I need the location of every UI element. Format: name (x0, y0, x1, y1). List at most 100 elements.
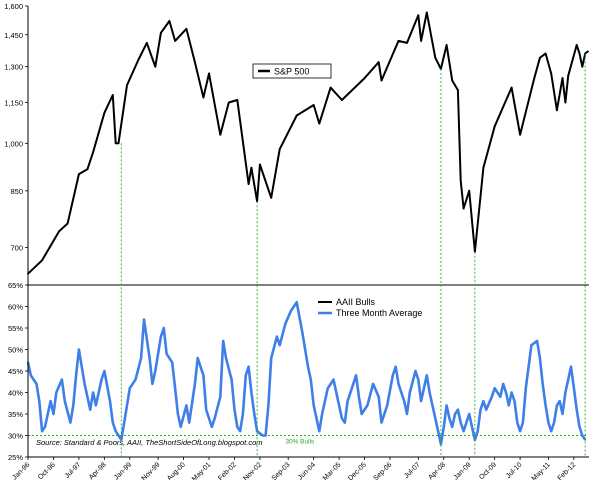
data-point-three-month (343, 421, 346, 424)
data-point-sp500 (126, 84, 128, 87)
data-point-three-month (261, 434, 264, 437)
data-point-sp500 (539, 56, 541, 59)
data-point-sp500 (219, 133, 222, 136)
legend-box (252, 63, 332, 79)
y-tick-label: 700 (10, 244, 23, 253)
legend-label-sp500: S&P 500 (274, 67, 309, 77)
data-point-three-month (403, 400, 406, 403)
data-point-three-month (479, 408, 482, 411)
data-point-sp500 (456, 89, 459, 91)
y-tick-label: 45% (8, 367, 23, 376)
series-line-three-month-average (26, 300, 587, 446)
data-point-sp500 (417, 14, 420, 17)
data-point-three-month (567, 378, 570, 381)
data-point-three-month (335, 391, 338, 394)
y-tick-label: 1,000 (4, 139, 23, 148)
data-point-three-month (380, 421, 383, 424)
data-point-three-month (128, 387, 131, 390)
data-point-sp500 (555, 109, 558, 112)
data-point-three-month (519, 430, 522, 433)
y-tick-label: 65% (8, 281, 23, 290)
data-point-sp500 (434, 56, 437, 59)
data-point-three-month (236, 425, 239, 428)
data-point-three-month (165, 352, 168, 355)
data-point-three-month (439, 443, 442, 446)
aaii-panel: 25% 30% 35% 40% 45% 50% 55% 60% 65% 30% Bulls (8, 281, 588, 462)
data-point-sp500 (363, 77, 366, 80)
y-tick-label: 60% (8, 303, 23, 312)
data-point-sp500 (154, 65, 157, 68)
data-point-sp500 (380, 79, 383, 82)
x-tick-label: Oct-96 (37, 461, 57, 480)
data-point-sp500 (58, 230, 61, 233)
data-point-sp500 (278, 148, 281, 151)
data-point-three-month (482, 400, 485, 403)
data-point-three-month (241, 413, 244, 415)
data-point-sp500 (567, 74, 570, 77)
data-point-three-month (550, 430, 553, 433)
x-tick-label: Apr-08 (427, 461, 447, 480)
data-point-three-month (92, 391, 95, 394)
x-tick-label: Jan-99 (113, 461, 133, 480)
data-point-three-month (114, 430, 117, 433)
data-point-sp500 (482, 166, 485, 169)
data-point-sp500 (92, 151, 94, 154)
data-point-three-month (536, 339, 539, 342)
data-point-three-month (524, 387, 527, 390)
data-point-three-month (321, 413, 324, 415)
data-point-three-month (408, 391, 411, 394)
data-point-three-month (445, 404, 448, 407)
x-tick-label: Nov-02 (242, 461, 263, 480)
x-tick-label: Jan-09 (453, 461, 473, 480)
y-tick-label: 1,300 (4, 63, 23, 72)
data-point-three-month (38, 400, 41, 403)
y-tick-label: 50% (8, 346, 23, 355)
data-point-three-month (162, 327, 165, 329)
data-point-three-month (123, 421, 126, 424)
data-point-three-month (561, 413, 564, 415)
data-point-sp500 (462, 207, 465, 210)
data-point-three-month (468, 413, 471, 415)
data-point-three-month (555, 404, 558, 407)
data-point-three-month (507, 404, 510, 407)
data-point-three-month (270, 357, 273, 360)
data-point-sp500 (193, 61, 196, 64)
data-point-three-month (434, 417, 437, 420)
data-point-three-month (148, 357, 151, 360)
data-point-sp500 (318, 122, 321, 125)
data-point-three-month (405, 413, 408, 415)
data-point-three-month (171, 361, 174, 364)
data-point-three-month (578, 425, 581, 428)
data-point-three-month (352, 382, 355, 385)
x-tick-label: Nov-99 (141, 461, 162, 480)
data-point-three-month (264, 434, 267, 437)
data-point-three-month (188, 421, 191, 424)
data-point-sp500 (250, 166, 253, 169)
data-point-three-month (346, 400, 349, 403)
data-point-three-month (397, 382, 400, 385)
data-point-sp500 (312, 104, 315, 106)
legend-label-three-month: Three Month Average (336, 308, 422, 318)
data-point-three-month (428, 391, 431, 394)
data-point-three-month (174, 387, 177, 390)
data-point-three-month (72, 404, 75, 407)
y-tick-label: 35% (8, 410, 23, 419)
data-point-three-month (391, 374, 394, 377)
data-point-three-month (75, 374, 78, 377)
data-point-sp500 (137, 59, 140, 61)
data-point-sp500 (174, 39, 176, 42)
y-tick-label: 850 (10, 187, 23, 196)
data-point-three-month (193, 382, 196, 385)
data-point-three-month (357, 395, 360, 398)
data-point-three-month (471, 425, 474, 428)
data-point-three-month (510, 391, 513, 394)
data-point-three-month (247, 365, 250, 368)
x-tick-label: Jul-97 (64, 461, 83, 480)
data-point-three-month (454, 413, 457, 415)
data-point-three-month (485, 408, 488, 411)
data-point-three-month (372, 382, 375, 385)
data-point-three-month (205, 408, 208, 411)
data-point-three-month (77, 348, 80, 351)
y-tick-label: 25% (8, 453, 23, 462)
data-point-sp500 (66, 222, 69, 225)
